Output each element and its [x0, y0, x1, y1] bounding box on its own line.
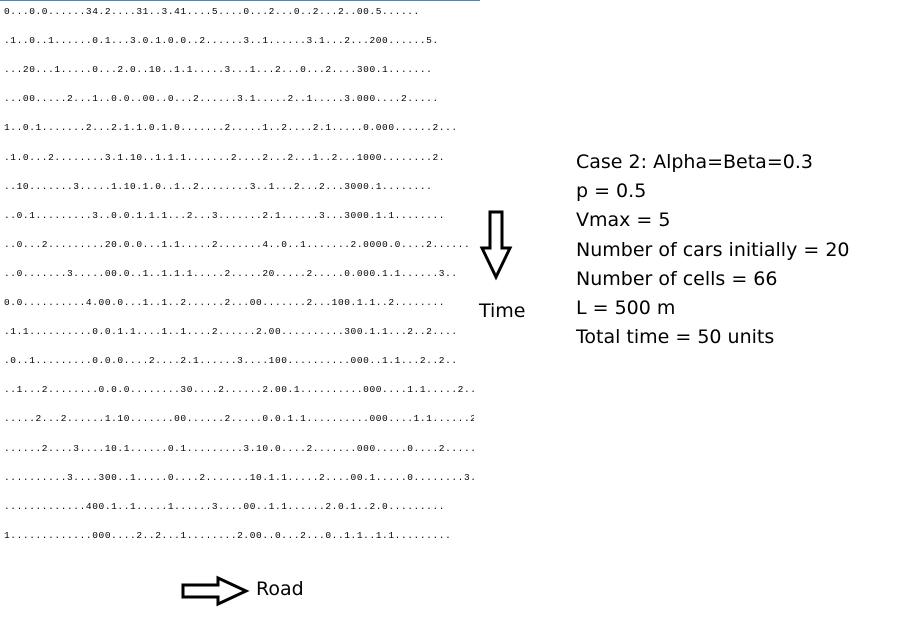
grid-row: 0...0.0......34.2....31..3.41....5....0.…	[4, 6, 420, 17]
grid-row: ..0.1.........3..0.0.1.1.1...2...3......…	[4, 209, 446, 221]
parameter-line: Case 2: Alpha=Beta=0.3	[576, 151, 813, 173]
road-label: Road	[256, 578, 304, 600]
parameter-line: Vmax = 5	[576, 209, 671, 232]
grid-row: .1.0...2........3.1.10..1.1.1.......2...…	[4, 151, 446, 163]
grid-row: ...00.....2...1..0.0..00..0...2......3.1…	[4, 93, 439, 105]
grid-row: ..0...2.........20.0.0...1.1.....2......…	[4, 238, 471, 250]
grid-row: .0..1.........0.0.0....2....2.1......3..…	[4, 355, 458, 367]
grid-row: .....2...2......1.10.......00......2....…	[4, 413, 474, 425]
grid-row: ..0.......3.....00.0..1..1.1.1.....2....…	[4, 267, 458, 279]
top-border	[0, 0, 480, 1]
grid-row: ..10.......3.....1.10.1.0..1..2........3…	[4, 180, 433, 192]
parameter-line: Number of cells = 66	[576, 267, 778, 290]
grid-row: .1..0..1......0.1...3.0.1.0.0..2......3.…	[4, 35, 439, 47]
grid-row: .............400.1..1.....1......3....00…	[4, 500, 446, 512]
grid-row: .1.1..........0.0.1.1....1..1....2......…	[4, 326, 458, 338]
parameter-line: L = 500 m	[576, 297, 676, 319]
time-arrow	[479, 210, 513, 281]
time-label: Time	[479, 300, 526, 322]
parameter-line: Number of cars initially = 20	[576, 238, 850, 261]
grid-row: 1.............000....2..2...1........2.0…	[4, 529, 452, 541]
grid-row: ......2....3....10.1......0.1.........3.…	[4, 442, 474, 454]
grid-row: 1..0.1.......2...2.1.1.0.1.0.......2....…	[4, 122, 458, 134]
grid-row: ..........3....300..1.....0....2.......1…	[4, 471, 474, 483]
parameter-line: p = 0.5	[576, 180, 647, 203]
grid-row: 0.0..........4.00.0...1..1..2......2...0…	[4, 297, 446, 308]
parameter-line: Total time = 50 units	[576, 326, 775, 349]
road-arrow	[181, 575, 250, 607]
grid-row: ...20...1.....0...2.0..10..1.1.....3...1…	[4, 64, 433, 76]
grid-row: ..1...2........0.0.0........30....2.....…	[4, 384, 474, 396]
